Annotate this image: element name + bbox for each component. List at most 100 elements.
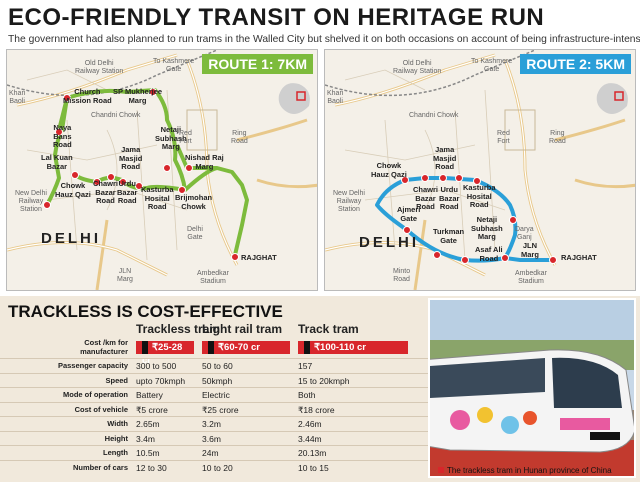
row-label: Mode of operation — [63, 390, 128, 399]
row-label: Length — [103, 448, 128, 457]
photo-caption: The trackless tram in Hunan province of … — [447, 466, 612, 475]
label-new-delhi-station: New Delhi Railway Station — [333, 190, 365, 213]
cell-light-rail: 10 to 20 — [202, 462, 233, 473]
cell-trackless: 3.4m — [136, 433, 155, 444]
cost-light-rail: ₹60-70 cr — [218, 342, 260, 353]
label-minto-road: Minto Road — [393, 268, 411, 283]
label-rajghat: RAJGHAT — [561, 253, 597, 262]
label-kasturba-hosital-road: Kasturba Hosital Road — [463, 183, 496, 209]
city-label-delhi: DELHI — [41, 230, 101, 247]
label-jama-masjid-road: Jama Masjid Road — [433, 145, 457, 171]
label-brijmohan-chowk: Brijmohan Chowk — [175, 193, 213, 211]
cell-track-tram: 157 — [298, 361, 313, 371]
row-label: Cost of vehicle — [74, 404, 128, 414]
label-ring-road: Ring Road — [549, 130, 566, 145]
column-head-trackless: Trackless tram — [136, 322, 221, 336]
cell-trackless: Battery — [136, 390, 163, 400]
row-label: Height — [104, 433, 128, 443]
row-label: Speed — [105, 375, 128, 385]
label-naya-bans-road: Naya Bans Road — [53, 123, 72, 149]
cost-pill-track-tram: ₹100-110 cr — [298, 341, 408, 354]
label-jln-marg: JLN Marg — [521, 241, 539, 259]
cell-trackless: ₹5 crore — [136, 404, 168, 415]
label-ajmeri-gate: Ajmeri Gate — [397, 205, 421, 223]
label-chandni-chowk: Chandni Chowk — [409, 112, 459, 119]
cell-light-rail: 3.2m — [202, 419, 221, 429]
label-khari-baoli: Khari Baoli — [327, 90, 344, 105]
table-row: Height 3.4m 3.6m 3.44m — [0, 430, 430, 446]
label-rajghat: RAJGHAT — [241, 253, 277, 262]
cell-light-rail: 50 to 60 — [202, 361, 233, 371]
label-ambedkar-stadium: Ambedkar Stadium — [197, 270, 229, 285]
cell-track-tram: 20.13m — [298, 448, 327, 458]
table-row: Width 2.65m 3.2m 2.46m — [0, 416, 430, 431]
city-label-delhi: DELHI — [359, 234, 419, 251]
route1-map: ROUTE 1: 7KM Old Delhi Railway Station T… — [6, 49, 318, 291]
cost-track-tram: ₹100-110 cr — [314, 342, 367, 353]
label-kasturba-hosital-road: Kasturba Hosital Road — [141, 185, 174, 211]
label-chawri-bazar-road: Chawri Bazar Road — [93, 179, 119, 205]
label-netaji-subhash-marg: Netaji Subhash Marg — [471, 215, 503, 241]
cost-trackless: ₹25-28 cr — [142, 342, 183, 366]
headline: ECO-FRIENDLY TRANSIT ON HERITAGE RUN — [8, 4, 545, 31]
cell-light-rail: ₹25 crore — [202, 404, 239, 415]
cell-light-rail: Electric — [202, 390, 230, 400]
cell-track-tram: 2.46m — [298, 419, 322, 429]
cell-trackless: 300 to 500 — [136, 361, 177, 371]
label-darya-ganj: Darya Ganj — [515, 226, 534, 241]
label-turkman-gate: Turkman Gate — [433, 227, 465, 245]
label-ambedkar-stadium: Ambedkar Stadium — [515, 270, 547, 285]
cell-track-tram: Both — [298, 390, 316, 400]
label-ring-road: Ring Road — [231, 130, 248, 145]
label-netaji-subhash-marg: Netaji Subhash Marg — [155, 125, 187, 151]
cell-track-tram: 10 to 15 — [298, 462, 329, 473]
cell-light-rail: 24m — [202, 448, 219, 458]
table-row: Length 10.5m 24m 20.13m — [0, 445, 430, 460]
label-jln-marg: JLN Marg — [117, 268, 133, 283]
label-old-delhi-station: Old Delhi Railway Station — [75, 60, 124, 75]
cell-light-rail: 3.6m — [202, 433, 221, 444]
label-new-delhi-station: New Delhi Railway Station — [15, 190, 47, 213]
label-chandni-chowk: Chandni Chowk — [91, 112, 141, 119]
route2-badge: ROUTE 2: 5KM — [520, 54, 631, 74]
table-row: Passenger capacity 300 to 500 50 to 60 1… — [0, 358, 430, 373]
label-asaf-ali-road: Asaf Ali Road — [475, 245, 503, 263]
label-sp-mukherjee-marg: SP Mukherjee Marg — [113, 87, 163, 105]
subheadline: The government had also planned to run t… — [8, 34, 640, 45]
label-to-kashmere-gate: To Kashmere Gate — [471, 58, 513, 73]
column-head-light-rail: Light rail tram — [202, 322, 283, 336]
label-lal-kuan-bazar: Lal Kuan Bazar — [41, 153, 73, 171]
route1-map-drawing — [7, 50, 317, 290]
table-row: Number of cars 12 to 30 10 to 20 10 to 1… — [0, 459, 430, 475]
comparison-title: TRACKLESS IS COST-EFFECTIVE — [8, 302, 283, 321]
cell-track-tram: 3.44m — [298, 433, 322, 444]
label-delhi-gate: Delhi Gate — [187, 226, 203, 241]
cell-light-rail: 50kmph — [202, 375, 233, 386]
cell-trackless: 2.65m — [136, 419, 160, 429]
label-old-delhi-station: Old Delhi Railway Station — [393, 60, 442, 75]
label-red-fort: Red Fort — [497, 130, 510, 145]
route2-map-drawing — [325, 50, 635, 290]
table-row: Mode of operation Battery Electric Both — [0, 387, 430, 402]
table-row: Cost of vehicle ₹5 crore ₹25 crore ₹18 c… — [0, 401, 430, 417]
cost-pill-trackless: ₹25-28 cr — [136, 341, 194, 366]
caption-marker-icon — [438, 467, 444, 473]
label-red-fort: Red Fort — [179, 130, 192, 145]
cell-trackless: upto 70kmph — [136, 375, 186, 386]
cell-trackless: 10.5m — [136, 448, 160, 458]
label-chawri-bazar-road: Chawri Bazar Road — [413, 185, 439, 211]
column-head-track-tram: Track tram — [298, 322, 359, 336]
label-chowk-hauz-qazi: Chowk Hauz Qazi — [55, 181, 91, 199]
route1-badge: ROUTE 1: 7KM — [202, 54, 313, 74]
label-urdu-bazar-road: Urdu Bazar Road — [117, 179, 138, 205]
label-nishad-raj-marg: Nishad Raj Marg — [185, 153, 224, 171]
table-row: Speed upto 70kmph 50kmph 15 to 20kmph — [0, 372, 430, 388]
cell-track-tram: ₹18 crore — [298, 404, 335, 415]
tram-photo — [428, 298, 636, 478]
row-label: Passenger capacity — [57, 361, 128, 370]
cell-trackless: 12 to 30 — [136, 462, 167, 473]
cost-pill-light-rail: ₹60-70 cr — [202, 341, 290, 354]
label-chowk-hauz-qazi: Chowk Hauz Qazi — [371, 161, 407, 179]
label-khari-baoli: Khari Baoli — [9, 90, 26, 105]
route2-map: ROUTE 2: 5KM Old Delhi Railway Station T… — [324, 49, 636, 291]
